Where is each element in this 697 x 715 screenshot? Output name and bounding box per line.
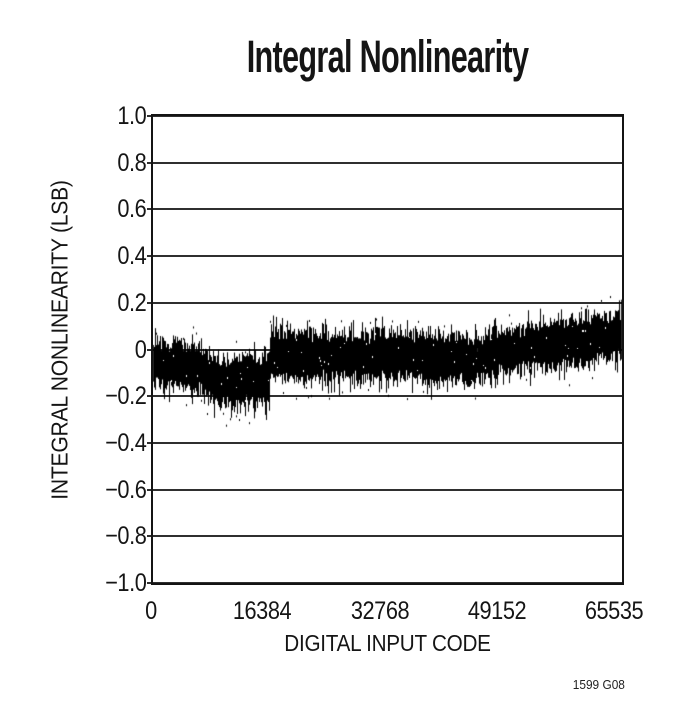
y-tick-label: 0.6 — [117, 195, 146, 224]
y-tick-label: 1.0 — [117, 102, 146, 130]
figure-note: 1599 G08 — [572, 678, 625, 692]
x-tick-label: 32768 — [350, 597, 409, 625]
y-tick-label: −0.8 — [104, 522, 147, 551]
x-tick-label: 16384 — [233, 597, 292, 625]
y-tick-label: −0.2 — [104, 382, 147, 411]
x-axis-title: DIGITAL INPUT CODE — [284, 630, 491, 656]
x-tick-label: 49152 — [467, 597, 527, 625]
x-tick-label: 65535 — [584, 597, 644, 625]
y-tick-label: 0 — [134, 335, 146, 364]
chart-title: Integral Nonlinearity — [246, 31, 529, 82]
y-tick-label: −0.6 — [104, 475, 147, 504]
y-tick-label: 0.2 — [117, 288, 146, 317]
y-tick-label: 0.8 — [117, 148, 146, 177]
y-tick-label: 0.4 — [117, 242, 146, 271]
y-tick-label: −1.0 — [104, 569, 147, 597]
x-tick-label: 0 — [145, 597, 157, 625]
plot-area — [151, 114, 624, 585]
y-axis-title: INTEGRAL NONLINEARITY (LSB) — [46, 180, 73, 500]
y-tick-label: −0.4 — [104, 428, 147, 457]
